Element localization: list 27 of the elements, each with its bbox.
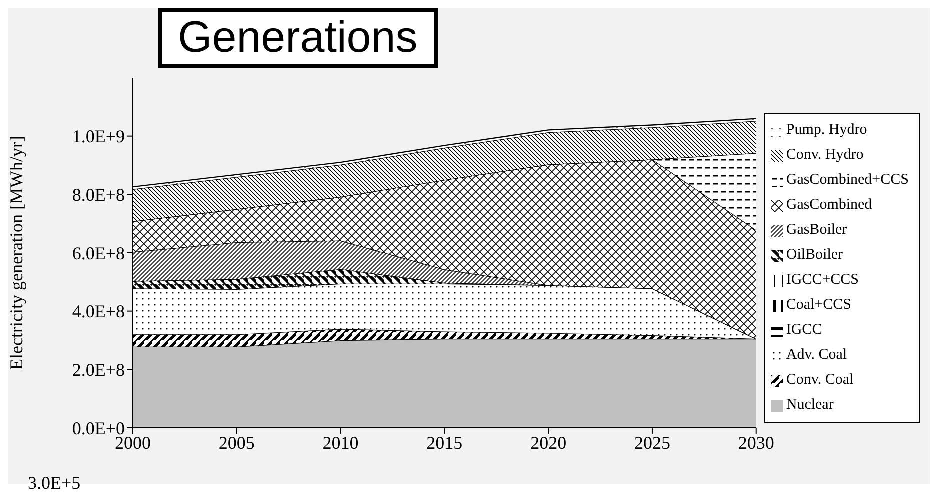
x-tick-label: 2020	[530, 432, 567, 453]
y-tick-label: 8.0E+8	[72, 185, 125, 206]
y-axis-title: Electricity generation [MWh/yr]	[6, 136, 26, 370]
legend-label: Pump. Hydro	[786, 122, 868, 139]
text: 3.0E+5	[28, 473, 81, 492]
y-tick-label: 4.0E+8	[72, 302, 125, 322]
legend-label: GasBoiler	[786, 222, 848, 239]
x-tick-label: 2010	[322, 432, 359, 453]
legend-label: OilBoiler	[786, 247, 844, 264]
y-tick-label: 2.0E+8	[72, 360, 125, 380]
x-tick-label: 2005	[218, 432, 255, 453]
legend-label: Conv. Hydro	[786, 147, 864, 164]
legend-label: Nuclear	[786, 397, 834, 414]
legend-label: IGCC	[786, 322, 822, 339]
x-tick-label: 2015	[426, 432, 463, 453]
y-tick-label: 6.0E+8	[72, 243, 125, 264]
y-tick-label: 0.0E+0	[72, 418, 125, 438]
y-tick-label: 1.0E+9	[72, 126, 125, 147]
legend-label: Conv. Coal	[786, 372, 854, 389]
legend-label: Adv. Coal	[786, 347, 848, 364]
chart-title: Generations	[158, 8, 438, 68]
legend-label: GasCombined+CCS	[786, 172, 909, 189]
legend-label: IGCC+CCS	[786, 272, 860, 289]
x-tick-label: 2030	[738, 432, 774, 453]
x-tick-label: 2025	[634, 432, 670, 453]
legend-label: GasCombined	[786, 197, 872, 214]
legend-label: Coal+CCS	[786, 297, 852, 314]
